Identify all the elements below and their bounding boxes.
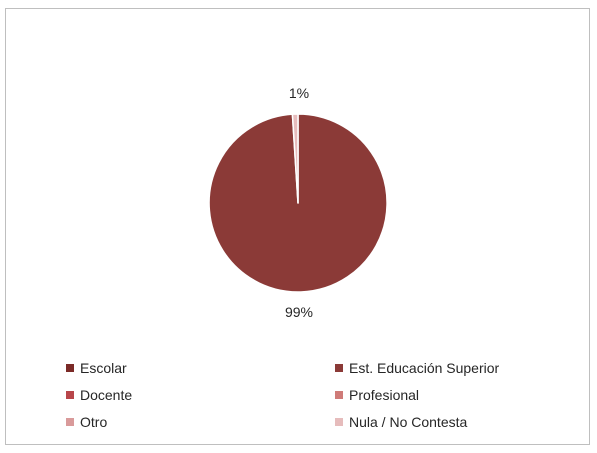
legend-label-docente: Docente xyxy=(80,387,133,403)
legend-item-escolar: Escolar xyxy=(66,360,127,376)
legend-swatch-superior xyxy=(335,364,343,372)
legend-label-nula: Nula / No Contesta xyxy=(349,414,468,430)
pie-slice-nula xyxy=(291,113,299,204)
legend-swatch-docente xyxy=(66,391,74,399)
legend-swatch-profesional xyxy=(335,391,343,399)
legend-item-superior: Est. Educación Superior xyxy=(335,360,499,376)
legend-item-profesional: Profesional xyxy=(335,387,419,403)
legend-label-profesional: Profesional xyxy=(349,387,420,403)
legend-item-nula: Nula / No Contesta xyxy=(335,414,467,430)
data-label-nula: 1% xyxy=(288,85,310,101)
data-label-superior: 99% xyxy=(284,304,314,320)
legend-swatch-nula xyxy=(335,418,343,426)
legend-swatch-escolar xyxy=(66,364,74,372)
legend-item-otro: Otro xyxy=(66,414,107,430)
legend-label-superior: Est. Educación Superior xyxy=(349,360,500,376)
legend-item-docente: Docente xyxy=(66,387,132,403)
legend-swatch-otro xyxy=(66,418,74,426)
legend-label-otro: Otro xyxy=(80,414,108,430)
legend-label-escolar: Escolar xyxy=(80,360,127,376)
